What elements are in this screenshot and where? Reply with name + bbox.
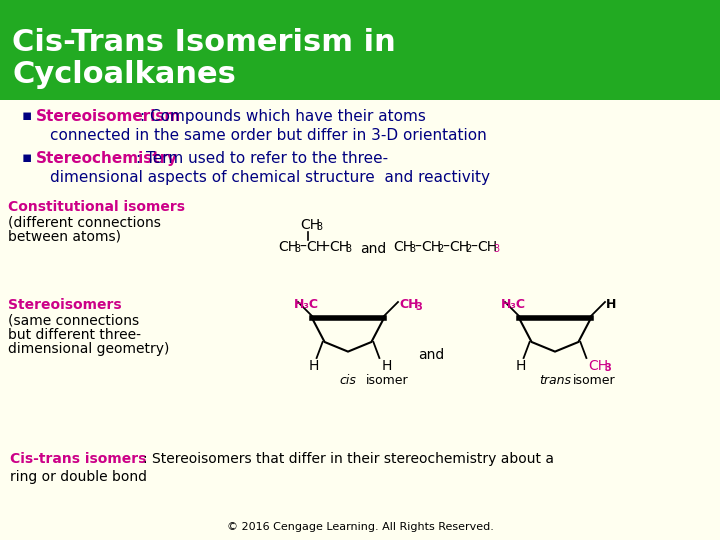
Text: H: H [382,359,392,373]
Text: –: – [414,240,421,254]
Text: CH: CH [329,240,349,254]
Text: ▪: ▪ [22,108,32,123]
Text: isomer: isomer [573,374,616,387]
Text: Cis-Trans Isomerism in: Cis-Trans Isomerism in [12,28,396,57]
Text: : Term used to refer to the three-: : Term used to refer to the three- [136,151,388,166]
Text: isomer: isomer [366,374,409,387]
Text: –: – [322,240,329,254]
Text: and: and [418,348,444,362]
Text: –: – [470,240,477,254]
Text: (same connections: (same connections [8,314,139,328]
Text: 3: 3 [493,244,499,254]
Text: –: – [299,240,306,254]
Text: dimensional aspects of chemical structure  and reactivity: dimensional aspects of chemical structur… [50,170,490,185]
Text: H: H [309,359,319,373]
Text: CH: CH [449,240,469,254]
Text: Stereoisomerism: Stereoisomerism [36,109,181,124]
Text: : Stereoisomers that differ in their stereochemistry about a: : Stereoisomers that differ in their ste… [143,452,554,466]
Text: cis: cis [340,374,356,387]
Text: dimensional geometry): dimensional geometry) [8,342,169,356]
Text: Stereochemistry: Stereochemistry [36,151,178,166]
Text: 2: 2 [437,244,444,254]
Text: CH: CH [588,359,608,373]
Text: (different connections: (different connections [8,216,161,230]
Text: ▪: ▪ [22,150,32,165]
Text: Cycloalkanes: Cycloalkanes [12,60,236,89]
Text: Constitutional isomers: Constitutional isomers [8,200,185,214]
Text: 3: 3 [316,222,322,232]
Text: Cis-trans isomers: Cis-trans isomers [10,452,146,466]
Text: ring or double bond: ring or double bond [10,470,147,484]
Text: H: H [516,359,526,373]
Text: –: – [442,240,449,254]
Text: 3: 3 [345,244,351,254]
Text: H₃C: H₃C [501,298,526,311]
Text: CH: CH [300,218,320,232]
Text: H₃C: H₃C [294,298,319,311]
Text: and: and [360,242,386,256]
Text: CH: CH [278,240,298,254]
Text: CH: CH [399,298,418,311]
Text: CH: CH [477,240,497,254]
Text: CH: CH [306,240,326,254]
Text: CH: CH [393,240,413,254]
Text: 3: 3 [294,244,300,254]
Text: 3: 3 [409,244,415,254]
Text: trans: trans [539,374,571,387]
Text: H: H [606,298,616,311]
Text: between atoms): between atoms) [8,230,121,244]
FancyBboxPatch shape [0,0,720,100]
Text: connected in the same order but differ in 3-D orientation: connected in the same order but differ i… [50,128,487,143]
Text: 3: 3 [604,363,611,373]
Text: 3: 3 [415,302,422,312]
Text: © 2016 Cengage Learning. All Rights Reserved.: © 2016 Cengage Learning. All Rights Rese… [227,522,493,532]
Text: : Compounds which have their atoms: : Compounds which have their atoms [140,109,426,124]
Text: Stereoisomers: Stereoisomers [8,298,122,312]
Text: 2: 2 [465,244,472,254]
Text: but different three-: but different three- [8,328,141,342]
Text: CH: CH [421,240,441,254]
